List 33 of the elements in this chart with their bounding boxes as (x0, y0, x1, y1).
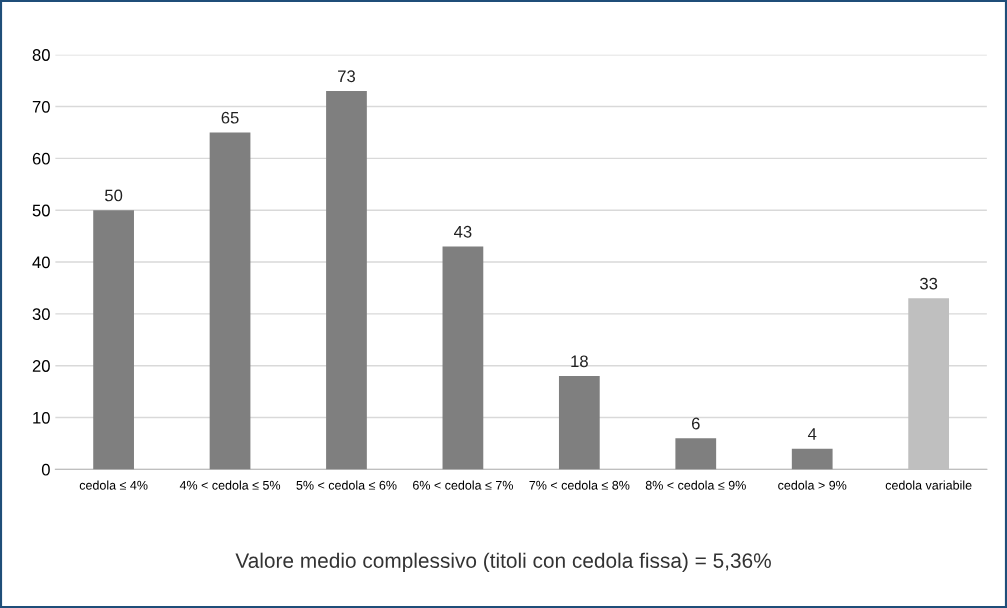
y-tick-label: 40 (32, 256, 50, 269)
bar (93, 210, 134, 470)
bar (791, 448, 833, 470)
bar (558, 376, 600, 470)
x-tick-label: cedola variabile (885, 480, 972, 490)
text: Valore medio complessivo (titoli con cedola fissa) = 5,36% (235, 552, 771, 573)
y-tick-label: 60 (32, 152, 50, 165)
data-label: 43 (454, 225, 472, 238)
data-label: 50 (105, 189, 123, 202)
data-label: 65 (221, 111, 239, 124)
bar (442, 246, 484, 470)
y-tick-label: 10 (33, 411, 50, 424)
data-label: 18 (571, 355, 588, 368)
x-tick-label: cedola ≤ 4% (79, 480, 148, 490)
y-tick-label: 80 (32, 49, 50, 61)
data-label: 33 (920, 277, 938, 290)
x-tick-label: 5% < cedola ≤ 6% (296, 480, 397, 490)
y-tick-label: 20 (32, 360, 50, 372)
data-label: 73 (338, 70, 356, 83)
x-tick-label: 4% < cedola ≤ 5% (179, 480, 281, 490)
x-tick-label: 7% < cedola ≤ 8% (529, 480, 630, 490)
x-tick-label: 6% < cedola ≤ 7% (413, 480, 513, 490)
y-tick-label: 50 (32, 204, 50, 217)
bar (209, 132, 251, 470)
y-tick-label: 70 (32, 100, 50, 113)
data-label: 6 (691, 417, 700, 430)
y-tick-label: 0 (41, 463, 50, 476)
data-label: 4 (807, 428, 817, 440)
bar (326, 91, 367, 470)
bar (675, 438, 717, 470)
x-tick-label: cedola > 9% (778, 480, 847, 490)
x-tick-label: 8% < cedola ≤ 9% (645, 480, 746, 490)
y-tick-label: 30 (32, 308, 50, 321)
